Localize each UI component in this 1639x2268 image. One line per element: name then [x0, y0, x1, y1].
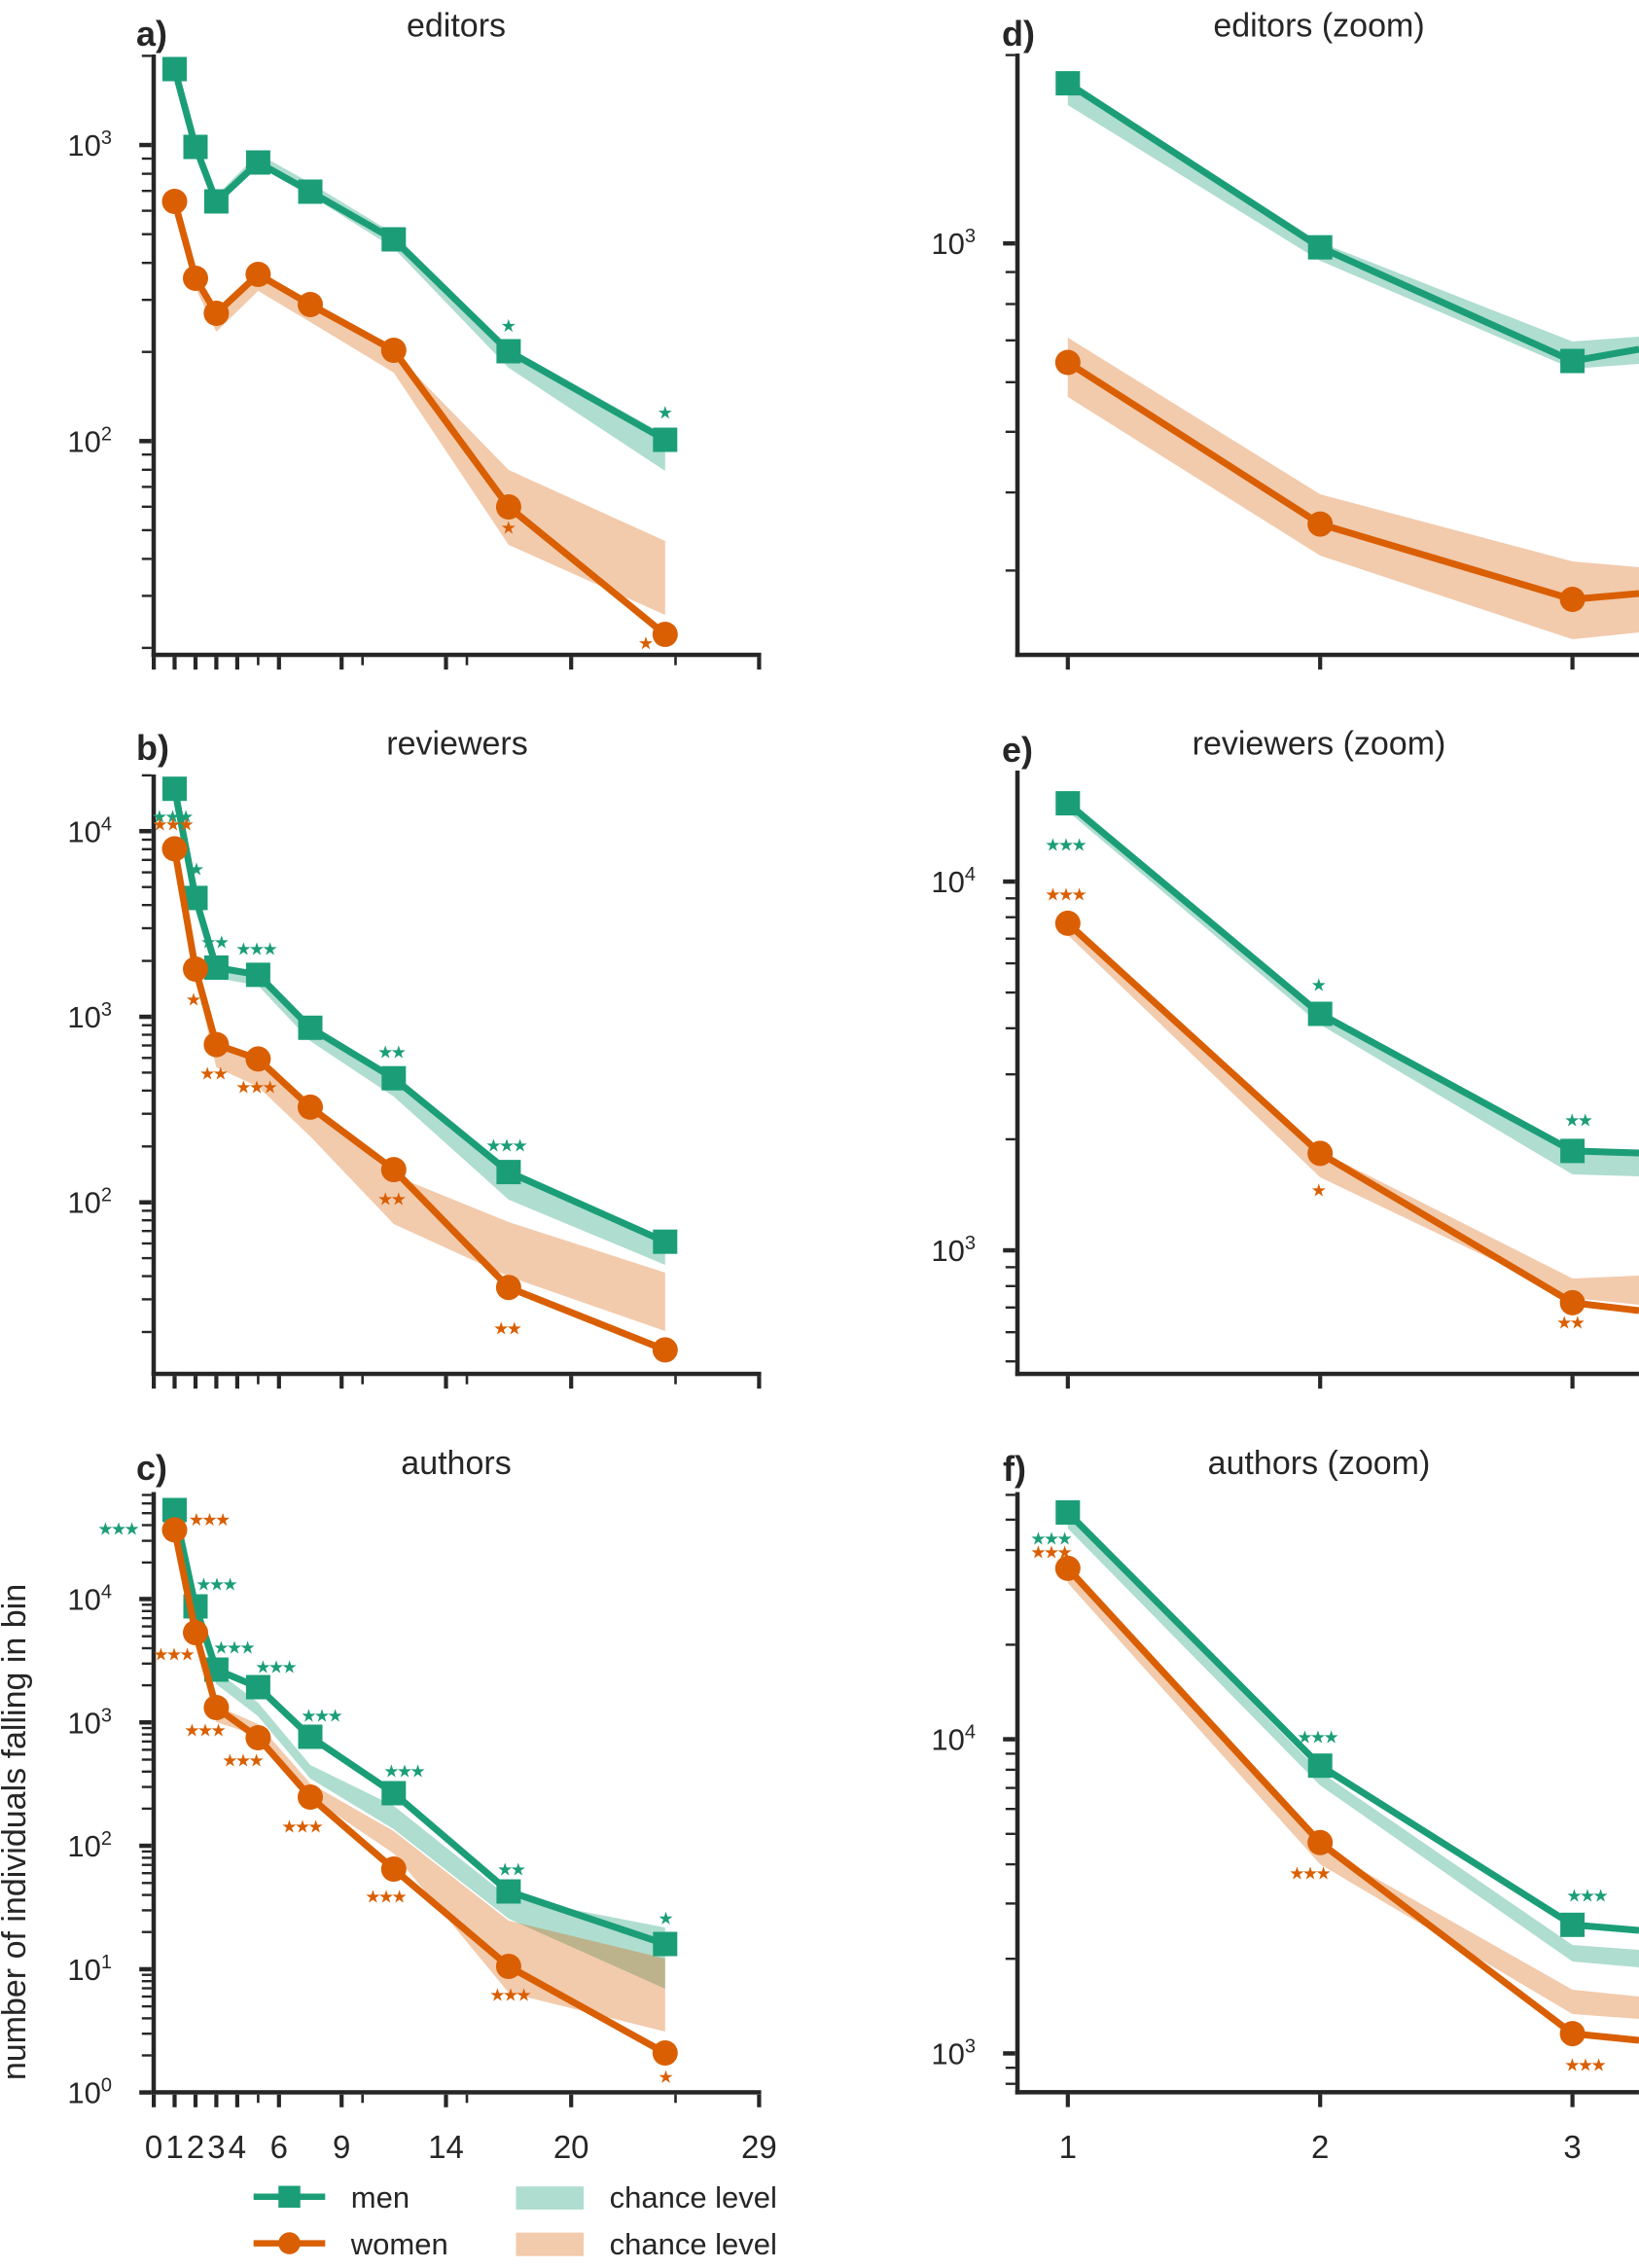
svg-text:women: women	[350, 2227, 448, 2261]
svg-text:authors (zoom): authors (zoom)	[1208, 1445, 1431, 1482]
svg-text:4: 4	[229, 2129, 246, 2165]
svg-text:d): d)	[1002, 14, 1035, 54]
svg-text:6: 6	[270, 2129, 288, 2165]
svg-text:chance level: chance level	[610, 2180, 777, 2214]
svg-text:editors (zoom): editors (zoom)	[1213, 7, 1424, 44]
svg-text:number of individuals falling: number of individuals falling in bin	[0, 1584, 33, 2080]
svg-text:0: 0	[145, 2129, 162, 2165]
svg-text:f): f)	[1003, 1449, 1026, 1489]
svg-text:2: 2	[1311, 2129, 1329, 2165]
svg-text:2: 2	[187, 2129, 204, 2165]
svg-text:b): b)	[136, 728, 169, 768]
svg-text:103: 103	[931, 1233, 976, 1268]
svg-text:1: 1	[165, 2129, 183, 2165]
svg-text:editors: editors	[407, 7, 506, 44]
svg-text:3: 3	[1563, 2129, 1581, 2165]
svg-text:reviewers (zoom): reviewers (zoom)	[1193, 726, 1446, 763]
svg-text:reviewers: reviewers	[386, 726, 527, 763]
svg-text:e): e)	[1002, 730, 1033, 770]
svg-text:men: men	[351, 2180, 410, 2214]
svg-text:103: 103	[67, 1705, 112, 1740]
svg-text:a): a)	[136, 14, 167, 54]
svg-text:c): c)	[136, 1448, 167, 1488]
svg-text:20: 20	[553, 2129, 589, 2165]
svg-text:9: 9	[333, 2129, 350, 2165]
svg-text:1: 1	[1059, 2129, 1077, 2165]
svg-text:chance level: chance level	[610, 2227, 777, 2261]
svg-text:3: 3	[207, 2129, 225, 2165]
svg-text:authors: authors	[401, 1445, 511, 1482]
svg-text:14: 14	[428, 2129, 464, 2165]
svg-text:29: 29	[741, 2129, 777, 2165]
